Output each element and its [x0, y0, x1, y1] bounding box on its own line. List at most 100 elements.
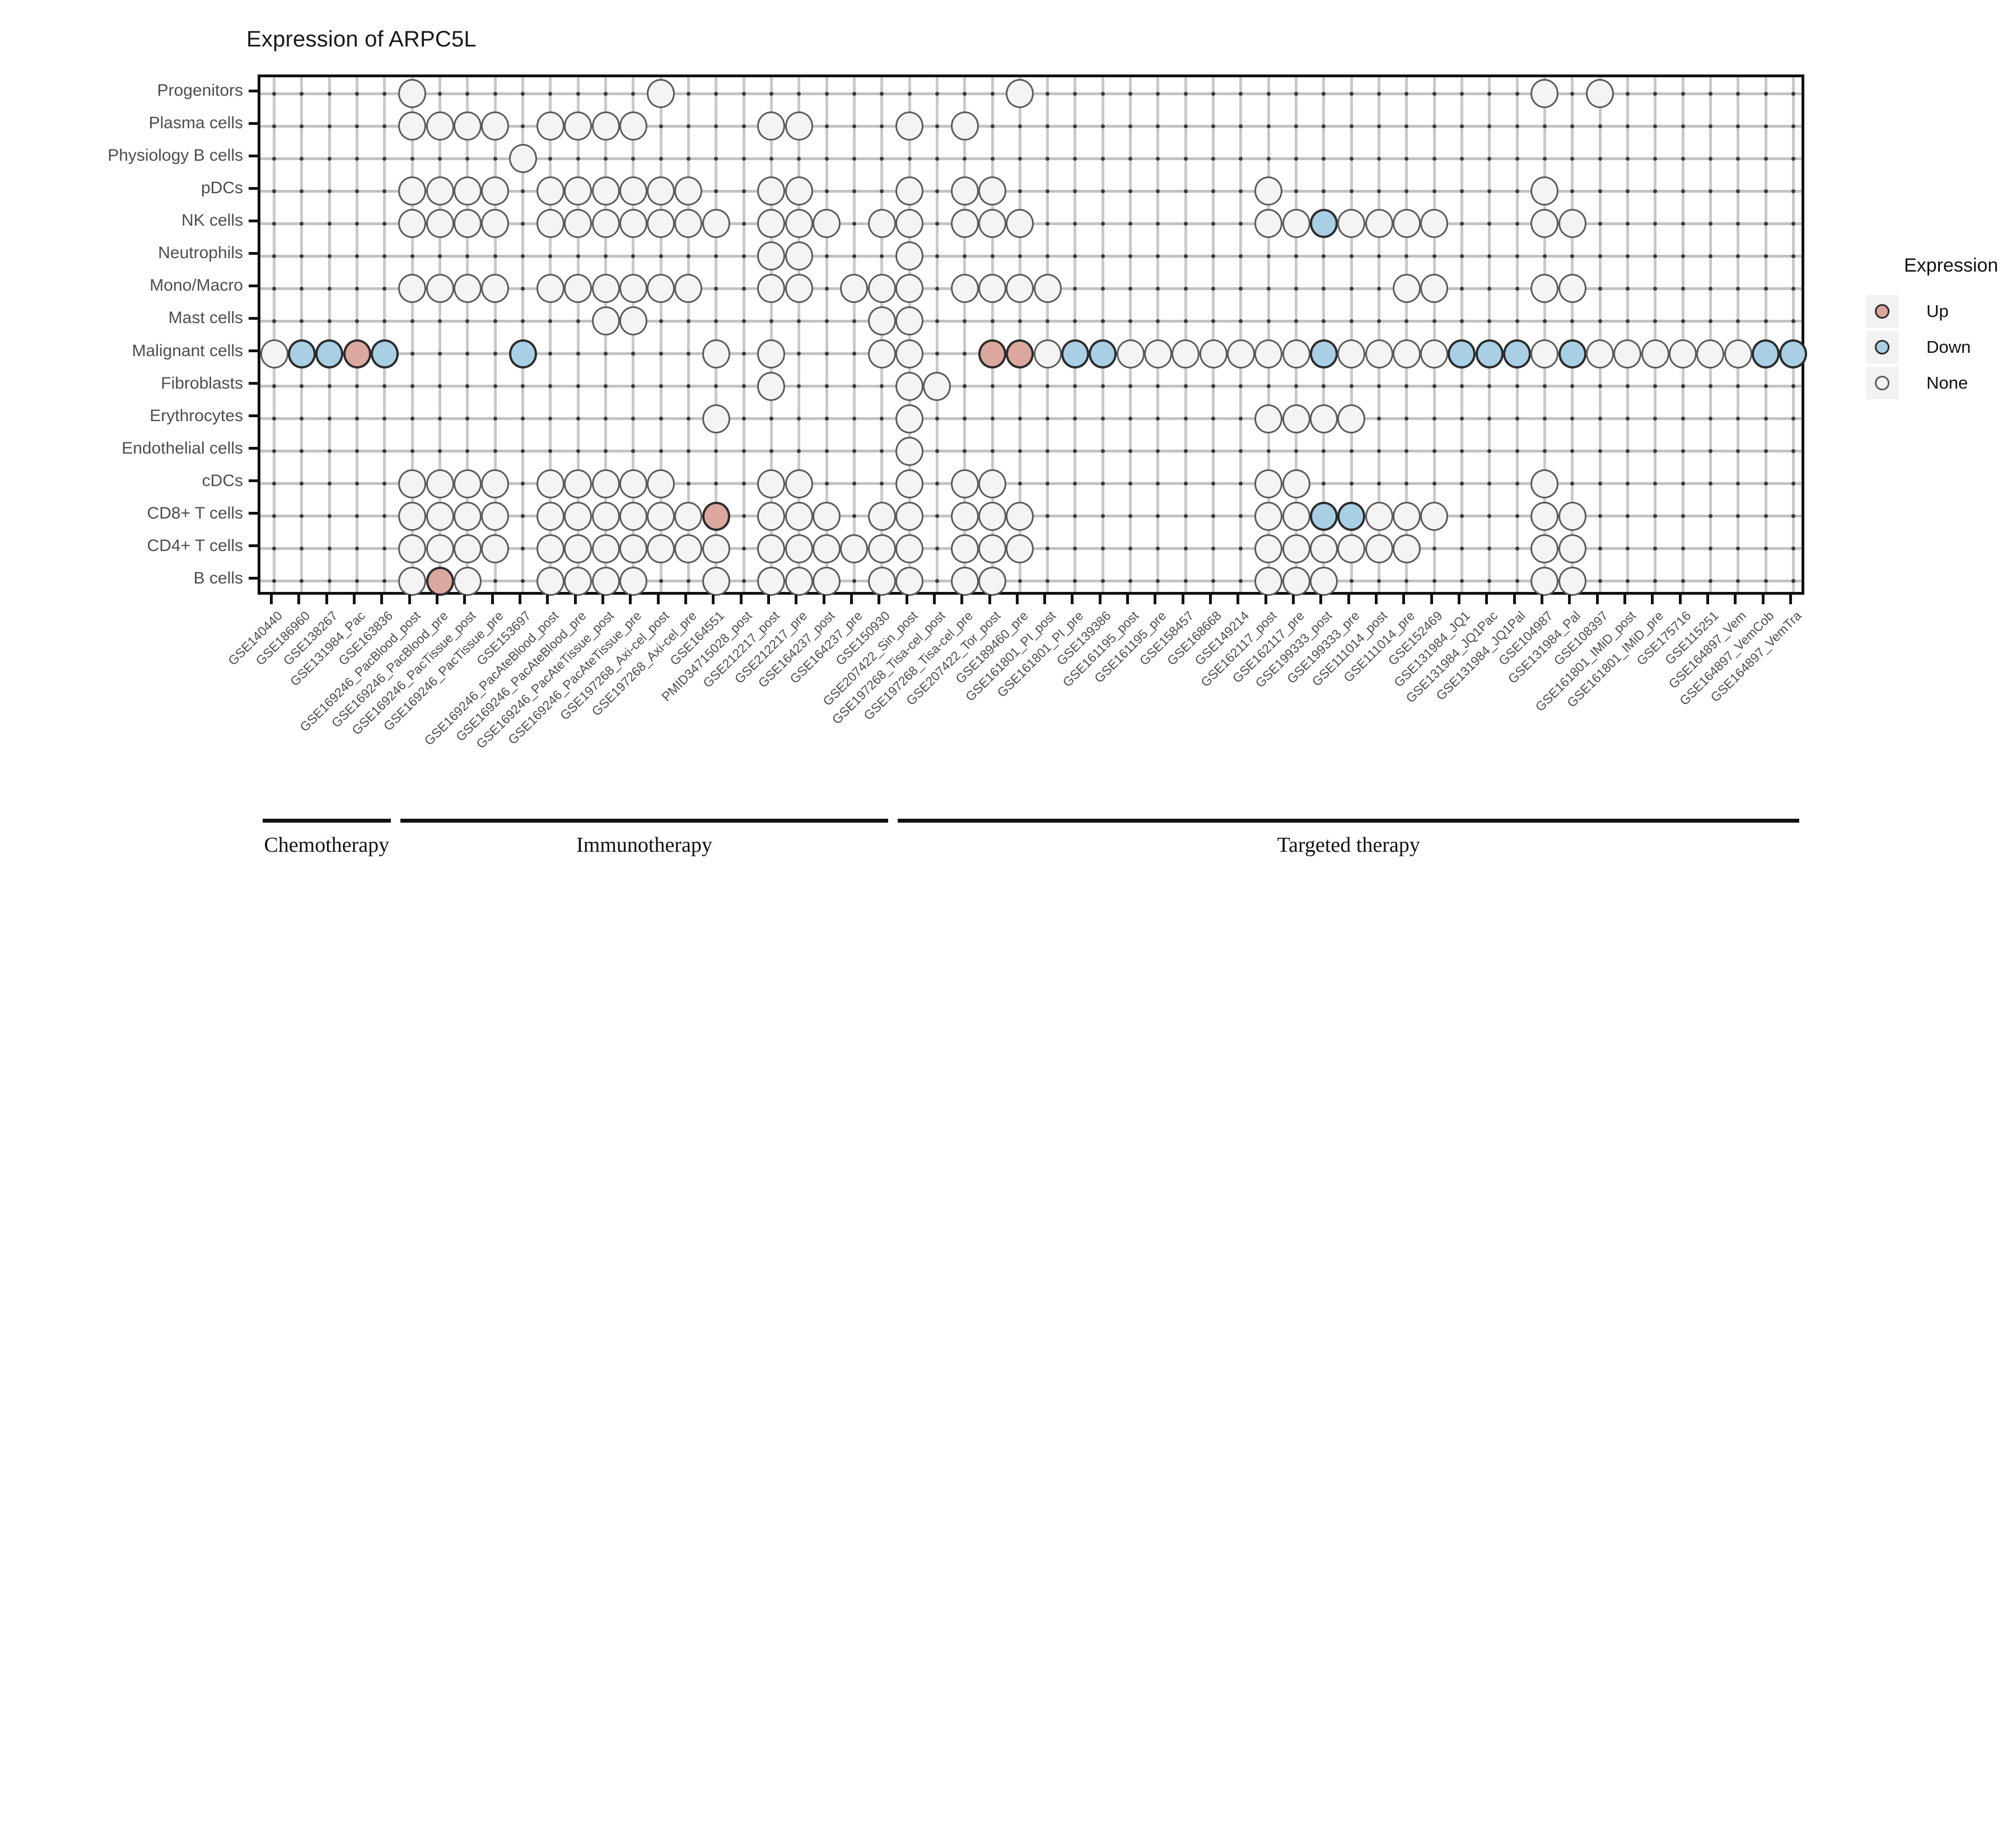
expression-point-none[interactable]	[757, 371, 786, 401]
expression-point-none[interactable]	[757, 241, 786, 271]
expression-point-none[interactable]	[1365, 501, 1393, 531]
expression-point-none[interactable]	[895, 371, 924, 401]
expression-point-none[interactable]	[757, 501, 786, 531]
expression-point-down[interactable]	[1779, 339, 1808, 368]
expression-point-none[interactable]	[564, 534, 592, 563]
expression-point-none[interactable]	[1392, 339, 1421, 368]
expression-point-none[interactable]	[1172, 339, 1200, 368]
expression-point-none[interactable]	[813, 501, 841, 531]
expression-point-none[interactable]	[1254, 176, 1283, 206]
expression-point-none[interactable]	[1530, 501, 1559, 531]
expression-point-none[interactable]	[674, 209, 703, 239]
expression-point-down[interactable]	[508, 339, 537, 368]
expression-point-none[interactable]	[619, 306, 647, 336]
expression-point-none[interactable]	[647, 79, 675, 109]
expression-point-none[interactable]	[481, 111, 510, 141]
expression-point-none[interactable]	[757, 209, 786, 239]
expression-point-none[interactable]	[895, 566, 924, 596]
expression-point-down[interactable]	[1309, 339, 1338, 368]
expression-point-none[interactable]	[785, 241, 813, 271]
expression-point-none[interactable]	[1365, 209, 1393, 239]
expression-point-none[interactable]	[950, 566, 979, 596]
expression-point-none[interactable]	[813, 209, 841, 239]
expression-point-none[interactable]	[950, 209, 979, 239]
expression-point-up[interactable]	[978, 339, 1007, 368]
expression-point-none[interactable]	[785, 469, 813, 498]
legend-swatch-down[interactable]	[1875, 340, 1889, 354]
expression-point-none[interactable]	[1724, 339, 1752, 368]
expression-point-none[interactable]	[1530, 176, 1559, 206]
expression-point-none[interactable]	[1392, 501, 1421, 531]
expression-point-none[interactable]	[1282, 501, 1310, 531]
expression-point-none[interactable]	[453, 209, 482, 239]
expression-point-none[interactable]	[1420, 209, 1449, 239]
expression-point-none[interactable]	[785, 534, 813, 563]
expression-point-none[interactable]	[950, 534, 979, 563]
expression-point-none[interactable]	[536, 176, 564, 206]
expression-point-none[interactable]	[1006, 501, 1034, 531]
expression-point-none[interactable]	[1254, 469, 1283, 498]
expression-point-none[interactable]	[785, 566, 813, 596]
expression-point-none[interactable]	[647, 176, 675, 206]
expression-point-down[interactable]	[1337, 501, 1366, 531]
expression-point-none[interactable]	[1033, 274, 1062, 304]
expression-point-none[interactable]	[1530, 274, 1559, 304]
expression-point-none[interactable]	[1365, 339, 1393, 368]
expression-point-none[interactable]	[536, 274, 564, 304]
expression-point-none[interactable]	[591, 306, 620, 336]
expression-point-down[interactable]	[1558, 339, 1586, 368]
expression-point-none[interactable]	[1282, 209, 1310, 239]
expression-point-none[interactable]	[867, 566, 896, 596]
expression-point-none[interactable]	[536, 534, 564, 563]
expression-point-none[interactable]	[1530, 566, 1559, 596]
expression-point-down[interactable]	[287, 339, 316, 368]
expression-point-none[interactable]	[1199, 339, 1228, 368]
expression-point-none[interactable]	[895, 501, 924, 531]
expression-point-none[interactable]	[702, 566, 730, 596]
expression-point-none[interactable]	[453, 274, 482, 304]
legend-swatch-up[interactable]	[1875, 304, 1889, 319]
expression-point-none[interactable]	[398, 566, 427, 596]
expression-point-none[interactable]	[895, 111, 924, 141]
expression-point-none[interactable]	[1033, 339, 1062, 368]
expression-point-none[interactable]	[398, 209, 427, 239]
expression-point-none[interactable]	[1254, 339, 1283, 368]
expression-point-none[interactable]	[398, 534, 427, 563]
expression-point-none[interactable]	[785, 111, 813, 141]
expression-point-none[interactable]	[785, 501, 813, 531]
expression-point-none[interactable]	[813, 566, 841, 596]
expression-point-none[interactable]	[1558, 501, 1586, 531]
expression-point-none[interactable]	[1420, 274, 1449, 304]
expression-point-none[interactable]	[1420, 339, 1449, 368]
expression-point-none[interactable]	[619, 176, 647, 206]
expression-point-none[interactable]	[481, 501, 510, 531]
expression-point-none[interactable]	[867, 501, 896, 531]
expression-point-none[interactable]	[1254, 566, 1283, 596]
expression-point-none[interactable]	[950, 501, 979, 531]
expression-point-none[interactable]	[1226, 339, 1255, 368]
expression-point-none[interactable]	[1420, 501, 1449, 531]
expression-point-none[interactable]	[591, 176, 620, 206]
expression-point-none[interactable]	[481, 534, 510, 563]
expression-point-none[interactable]	[1365, 534, 1393, 563]
expression-point-none[interactable]	[426, 469, 454, 498]
expression-point-none[interactable]	[1006, 79, 1034, 109]
expression-point-none[interactable]	[426, 209, 454, 239]
expression-point-none[interactable]	[757, 176, 786, 206]
expression-point-none[interactable]	[950, 469, 979, 498]
expression-point-down[interactable]	[370, 339, 399, 368]
expression-point-none[interactable]	[813, 534, 841, 563]
expression-point-none[interactable]	[564, 111, 592, 141]
expression-point-none[interactable]	[426, 176, 454, 206]
expression-point-up[interactable]	[426, 566, 454, 596]
expression-point-none[interactable]	[867, 534, 896, 563]
expression-point-down[interactable]	[1503, 339, 1532, 368]
expression-point-none[interactable]	[398, 111, 427, 141]
expression-point-none[interactable]	[950, 111, 979, 141]
expression-point-down[interactable]	[1309, 501, 1338, 531]
expression-point-none[interactable]	[453, 501, 482, 531]
expression-point-down[interactable]	[1089, 339, 1117, 368]
expression-point-none[interactable]	[398, 176, 427, 206]
expression-point-none[interactable]	[647, 534, 675, 563]
expression-point-none[interactable]	[702, 209, 730, 239]
